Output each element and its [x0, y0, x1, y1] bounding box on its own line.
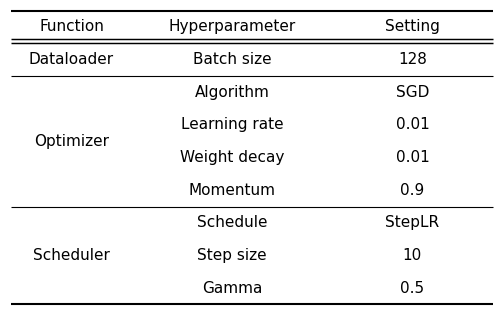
Text: Momentum: Momentum [188, 183, 276, 198]
Text: Learning rate: Learning rate [180, 117, 283, 132]
Text: Gamma: Gamma [202, 280, 262, 295]
Text: Function: Function [39, 19, 104, 35]
Text: 0.01: 0.01 [396, 150, 429, 165]
Text: Algorithm: Algorithm [195, 85, 270, 100]
Text: 0.01: 0.01 [396, 117, 429, 132]
Text: Setting: Setting [385, 19, 440, 35]
Text: Step size: Step size [197, 248, 267, 263]
Text: Hyperparameter: Hyperparameter [168, 19, 295, 35]
Text: Schedule: Schedule [197, 215, 267, 230]
Text: SGD: SGD [396, 85, 429, 100]
Text: Optimizer: Optimizer [34, 134, 109, 149]
Text: 10: 10 [403, 248, 422, 263]
Text: Weight decay: Weight decay [180, 150, 284, 165]
Text: 0.5: 0.5 [400, 280, 424, 295]
Text: Dataloader: Dataloader [29, 52, 114, 67]
Text: Scheduler: Scheduler [33, 248, 110, 263]
Text: 128: 128 [398, 52, 427, 67]
Text: StepLR: StepLR [386, 215, 439, 230]
Text: Batch size: Batch size [193, 52, 271, 67]
Text: 0.9: 0.9 [400, 183, 424, 198]
